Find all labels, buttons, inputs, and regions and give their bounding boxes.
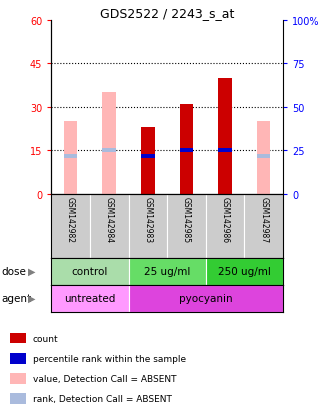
Bar bbox=[103, 93, 116, 194]
Bar bbox=[128, 285, 283, 312]
Text: GSM142985: GSM142985 bbox=[182, 196, 191, 242]
Bar bbox=[141, 128, 155, 194]
Text: 25 ug/ml: 25 ug/ml bbox=[144, 266, 190, 277]
Bar bbox=[10, 353, 26, 364]
Bar bbox=[10, 393, 26, 404]
Bar bbox=[257, 154, 270, 159]
Bar bbox=[206, 258, 283, 285]
Bar bbox=[218, 78, 232, 194]
Text: GSM142983: GSM142983 bbox=[143, 196, 152, 242]
Text: GSM142982: GSM142982 bbox=[66, 196, 75, 242]
Bar bbox=[51, 285, 128, 312]
Text: dose: dose bbox=[2, 266, 26, 277]
Text: GSM142984: GSM142984 bbox=[105, 196, 114, 242]
Bar bbox=[128, 194, 167, 258]
Bar bbox=[10, 373, 26, 384]
Text: 250 ug/ml: 250 ug/ml bbox=[218, 266, 271, 277]
Text: pyocyanin: pyocyanin bbox=[179, 293, 233, 304]
Bar bbox=[180, 149, 193, 153]
Title: GDS2522 / 2243_s_at: GDS2522 / 2243_s_at bbox=[100, 7, 234, 19]
Text: ▶: ▶ bbox=[28, 293, 36, 304]
Bar bbox=[10, 333, 26, 344]
Bar bbox=[64, 154, 77, 159]
Text: ▶: ▶ bbox=[28, 266, 36, 277]
Bar bbox=[244, 194, 283, 258]
Text: count: count bbox=[32, 334, 58, 343]
Text: GSM142987: GSM142987 bbox=[259, 196, 268, 242]
Bar bbox=[103, 149, 116, 153]
Bar bbox=[206, 194, 244, 258]
Text: agent: agent bbox=[2, 293, 32, 304]
Bar bbox=[180, 104, 193, 194]
Text: untreated: untreated bbox=[64, 293, 116, 304]
Text: rank, Detection Call = ABSENT: rank, Detection Call = ABSENT bbox=[32, 394, 171, 403]
Bar bbox=[218, 149, 232, 153]
Text: value, Detection Call = ABSENT: value, Detection Call = ABSENT bbox=[32, 374, 176, 383]
Text: percentile rank within the sample: percentile rank within the sample bbox=[32, 354, 186, 363]
Bar bbox=[64, 122, 77, 194]
Bar bbox=[51, 258, 128, 285]
Bar bbox=[128, 258, 206, 285]
Bar bbox=[141, 154, 155, 159]
Bar bbox=[90, 194, 128, 258]
Bar bbox=[51, 194, 90, 258]
Bar bbox=[167, 194, 206, 258]
Bar bbox=[257, 122, 270, 194]
Text: GSM142986: GSM142986 bbox=[220, 196, 230, 242]
Text: control: control bbox=[72, 266, 108, 277]
